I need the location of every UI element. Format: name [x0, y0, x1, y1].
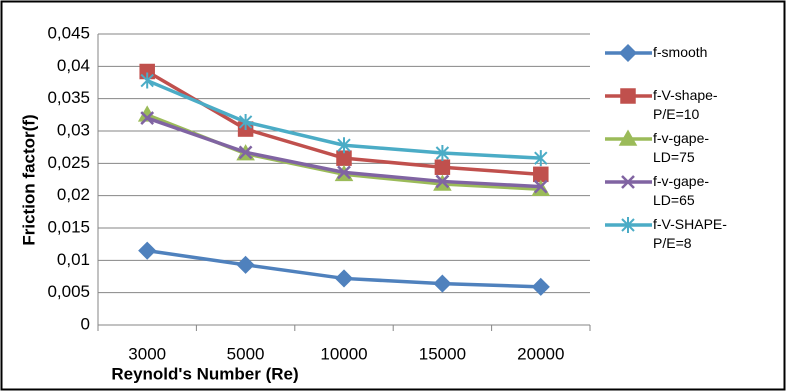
legend-label: f-V-SHAPE-P/E=8 — [653, 216, 727, 251]
y-tick-label: 0,045 — [47, 23, 90, 42]
x-tick-label: 10000 — [320, 344, 367, 363]
y-tick-label: 0,005 — [47, 282, 90, 301]
legend-label: f-v-gape-LD=75 — [653, 130, 710, 165]
marker — [140, 72, 154, 89]
marker — [618, 129, 638, 146]
x-tick-label: 3000 — [128, 344, 166, 363]
marker — [435, 174, 450, 189]
y-tick-label: 0,02 — [57, 185, 90, 204]
y-tick-label: 0,01 — [57, 250, 90, 269]
y-axis-title: Friction factor(f) — [19, 114, 38, 245]
marker — [236, 255, 255, 274]
x-tick-label: 15000 — [419, 344, 466, 363]
marker — [433, 274, 452, 293]
y-tick-label: 0,035 — [47, 88, 90, 107]
marker — [435, 144, 450, 161]
marker — [337, 137, 351, 154]
y-tick-label: 0,03 — [57, 120, 90, 139]
y-tick-label: 0,025 — [47, 153, 90, 172]
x-tick-label: 5000 — [227, 344, 265, 363]
legend-label: f-smooth — [653, 44, 708, 60]
marker — [534, 150, 548, 167]
marker — [533, 179, 548, 194]
y-tick-label: 0 — [81, 314, 90, 333]
x-axis-title: Reynold's Number (Re) — [111, 364, 298, 383]
x-tick-label: 20000 — [517, 344, 564, 363]
marker — [531, 277, 550, 296]
legend-label: f-V-shape-P/E=10 — [653, 87, 718, 122]
marker — [238, 145, 253, 160]
marker — [620, 88, 636, 104]
legend-label: f-v-gape-LD=65 — [653, 173, 710, 208]
marker — [138, 241, 157, 260]
marker — [533, 166, 549, 183]
y-tick-label: 0,04 — [57, 56, 90, 75]
marker — [434, 159, 451, 175]
marker — [140, 111, 155, 125]
marker — [621, 217, 635, 233]
marker — [334, 269, 354, 288]
marker — [336, 150, 352, 166]
marker — [618, 43, 638, 63]
marker — [621, 175, 635, 189]
marker — [238, 113, 253, 130]
y-tick-label: 0,015 — [47, 217, 90, 236]
marker — [337, 165, 351, 180]
